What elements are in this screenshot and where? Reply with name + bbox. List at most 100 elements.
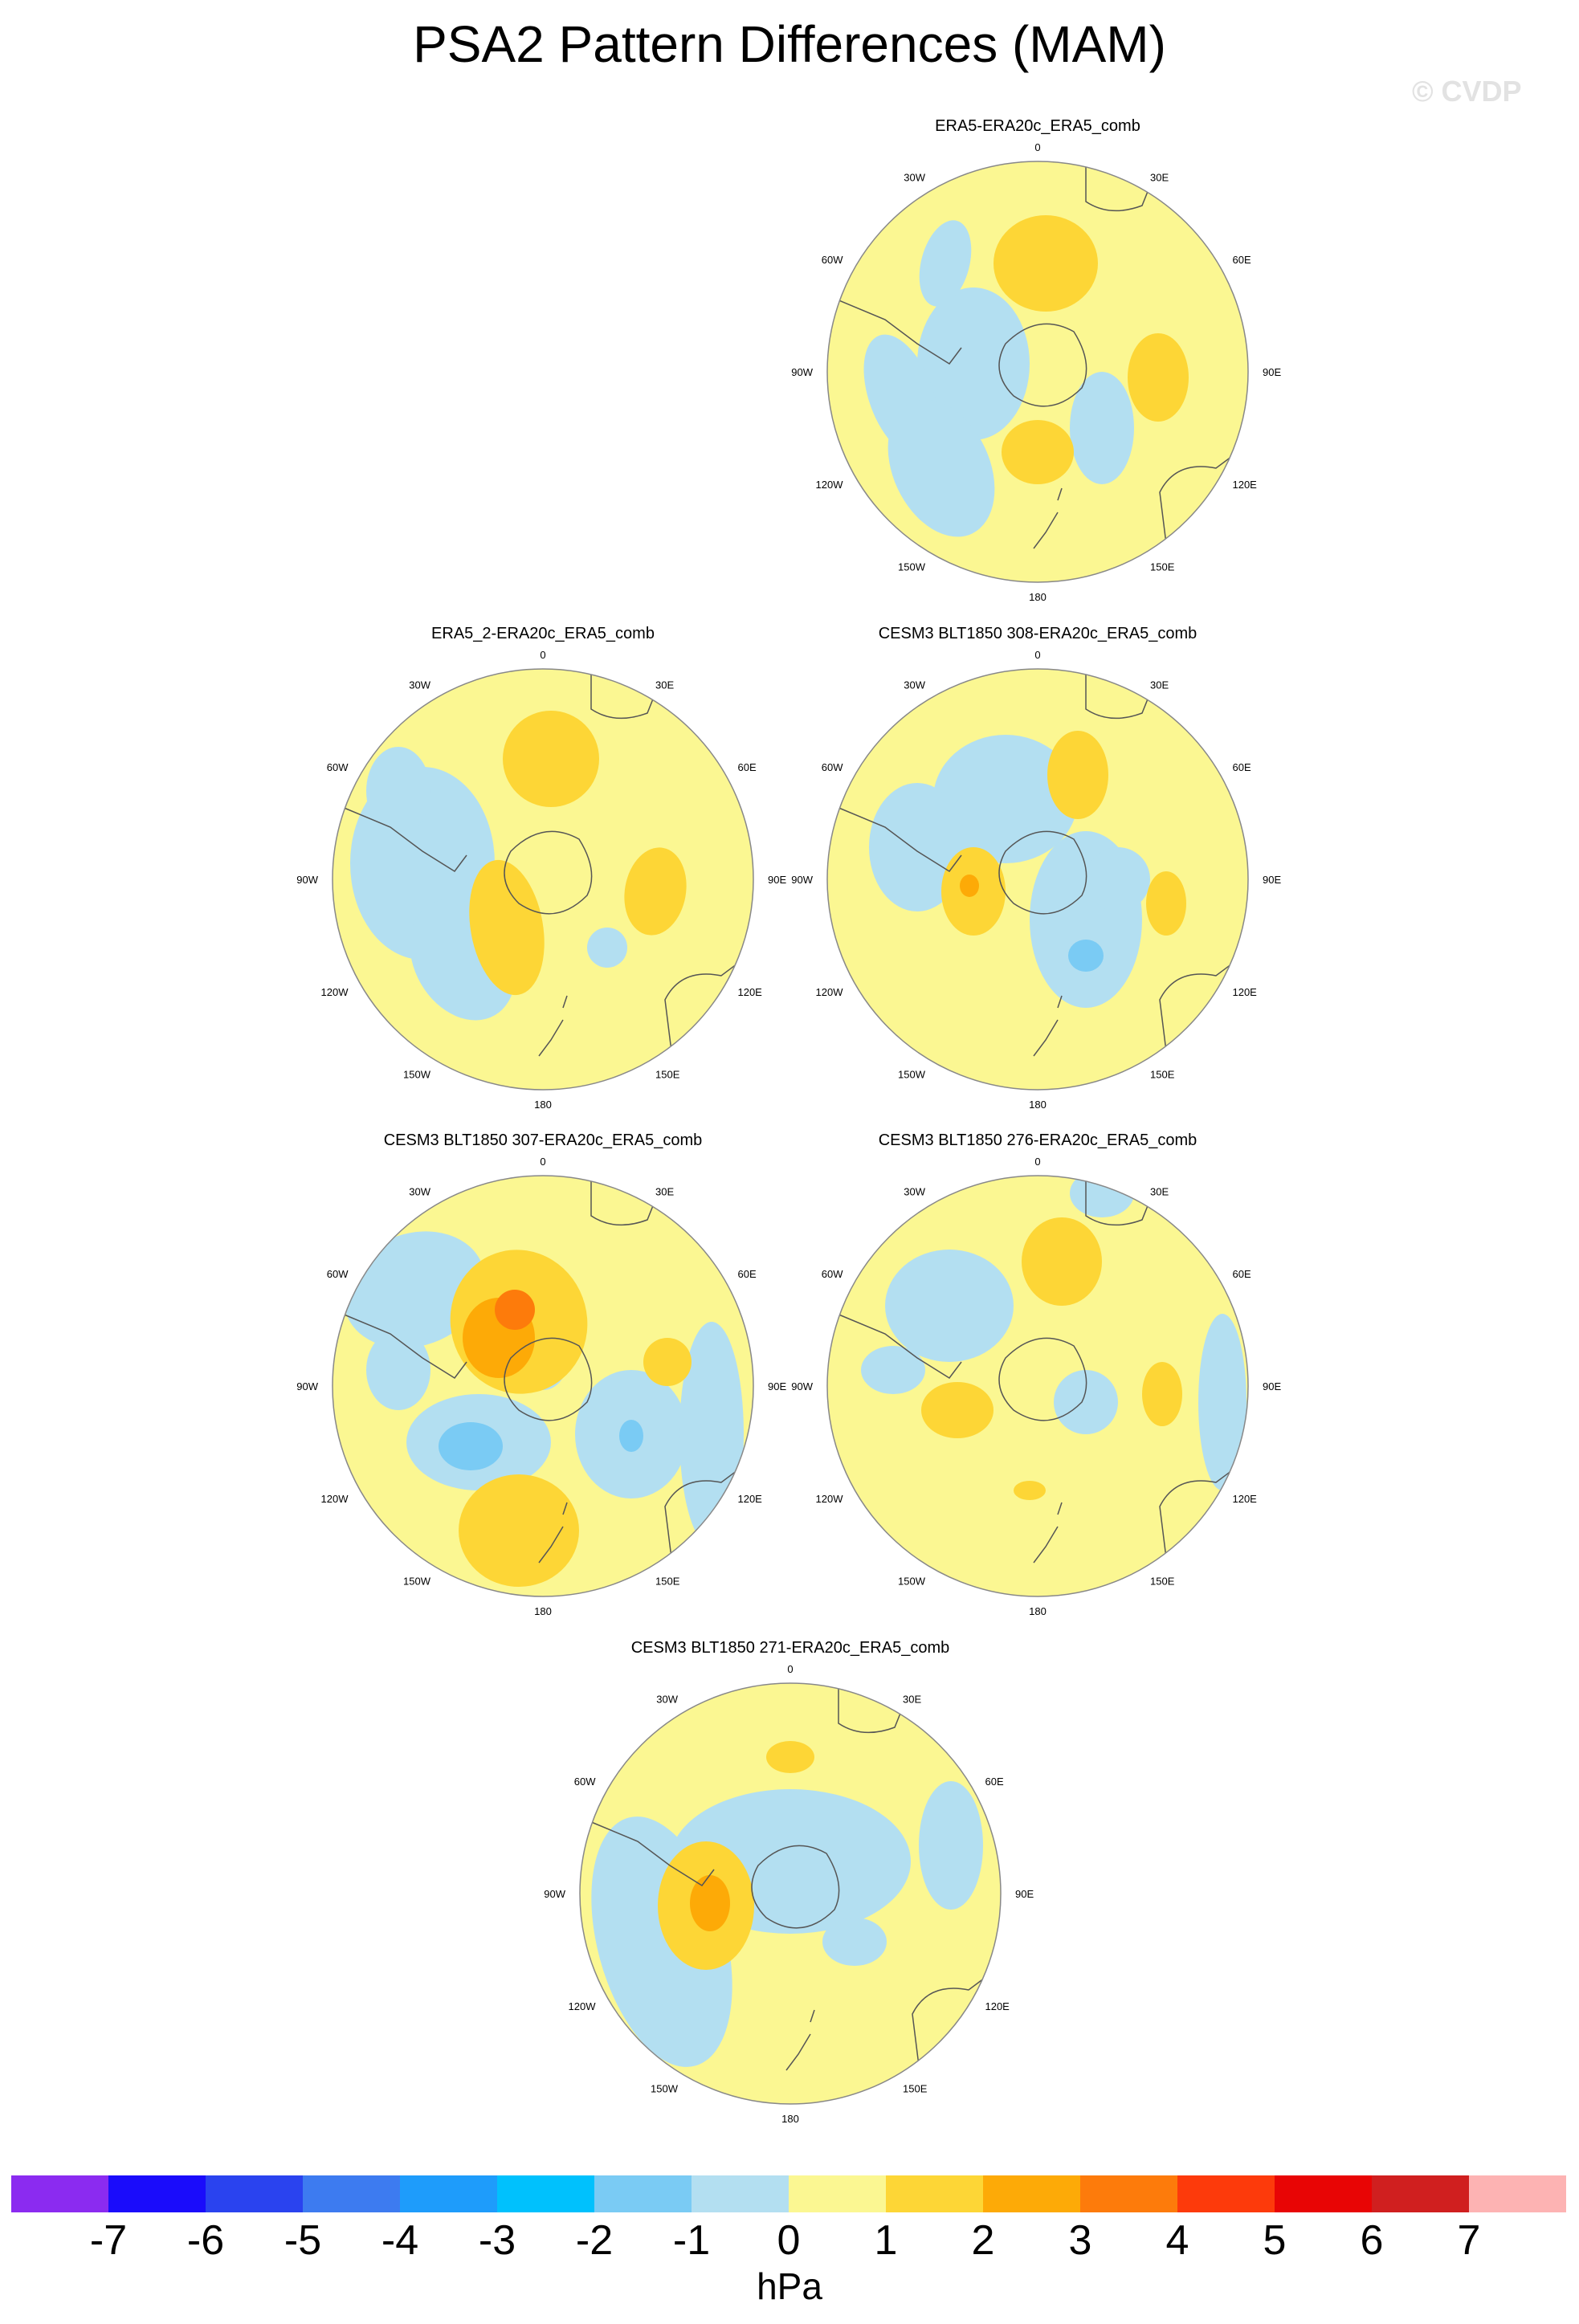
- map-boundary: [826, 161, 1249, 583]
- longitude-label: 90W: [791, 874, 813, 886]
- colorbar-box: [1177, 2175, 1275, 2212]
- contour-region: [861, 1346, 925, 1394]
- colorbar-box: [1275, 2175, 1372, 2212]
- contour-region: [921, 1382, 994, 1438]
- contour-region: [1146, 871, 1186, 936]
- longitude-label: 0: [540, 649, 545, 661]
- longitude-label: 30E: [655, 1186, 674, 1198]
- colorbar-tick-label: -5: [284, 2217, 322, 2264]
- longitude-label: 30W: [656, 1694, 678, 1706]
- longitude-label: 120W: [816, 479, 844, 491]
- australia-coastline: [1159, 443, 1248, 573]
- new-zealand-coastline: [785, 2009, 815, 2071]
- map-boundary: [579, 1682, 1002, 2105]
- longitude-label: 90W: [296, 1380, 318, 1392]
- contour-region: [1068, 940, 1104, 972]
- panel-title: ERA5-ERA20c_ERA5_comb: [935, 117, 1140, 135]
- longitude-label: 120E: [1232, 986, 1257, 998]
- longitude-label: 150W: [403, 1575, 431, 1587]
- contour-region: [459, 1474, 579, 1587]
- colorbar-tick-label: -6: [186, 2217, 225, 2264]
- map-panels: ERA5-ERA20c_ERA5_comb 0 30E 60E 90E 120E 150E 1…: [296, 117, 1281, 2125]
- contour-region: [1022, 1217, 1102, 1306]
- longitude-label: 120E: [1232, 1493, 1257, 1505]
- contour-region: [766, 1741, 814, 1773]
- colorbar-tick-label: 5: [1263, 2217, 1287, 2264]
- australia-coastline: [664, 1458, 753, 1588]
- longitude-label: 90W: [791, 1380, 813, 1392]
- australia-coastline: [912, 1965, 1001, 2095]
- longitude-label: 60W: [822, 1268, 843, 1280]
- longitude-label: 60W: [327, 1268, 349, 1280]
- contour-region: [917, 287, 1030, 440]
- longitude-label: 60E: [985, 1776, 1003, 1788]
- colorbar-box: [400, 2175, 497, 2212]
- longitude-label: 180: [534, 1099, 552, 1111]
- colorbar-box: [1372, 2175, 1469, 2212]
- longitude-label: 150E: [655, 1575, 680, 1587]
- longitude-label: 60E: [1232, 1268, 1251, 1280]
- contour-region: [1142, 1362, 1182, 1426]
- contour-region: [344, 1231, 485, 1348]
- panel-title: CESM3 BLT1850 271-ERA20c_ERA5_comb: [631, 1639, 950, 1657]
- colorbar-box: [789, 2175, 886, 2212]
- antarctica-coastline: [998, 1337, 1087, 1421]
- colorbar-box: [206, 2175, 303, 2212]
- contour-region: [1054, 1370, 1118, 1434]
- contour-region: [1014, 1481, 1046, 1500]
- contour-region: [885, 1250, 1014, 1362]
- longitude-label: 0: [1034, 649, 1040, 661]
- longitude-label: 150W: [898, 561, 926, 573]
- africa-coastline: [838, 1683, 912, 1734]
- contour-region: [690, 1875, 730, 1931]
- antarctica-coastline: [751, 1845, 840, 1929]
- longitude-label: 120W: [569, 2000, 597, 2012]
- longitude-label: 150E: [655, 1068, 680, 1080]
- new-zealand-coastline: [538, 1502, 568, 1564]
- longitude-label: 30E: [1150, 172, 1169, 184]
- longitude-label: 150W: [898, 1575, 926, 1587]
- contour-region: [1047, 731, 1108, 819]
- south-america-coastline: [341, 806, 467, 873]
- longitude-label: 180: [1029, 1099, 1047, 1111]
- longitude-label: 30W: [904, 172, 925, 184]
- colorbar-tick-label: -3: [478, 2217, 516, 2264]
- longitude-label: 30E: [655, 679, 674, 691]
- colorbar-tick-label: 0: [777, 2217, 801, 2264]
- contour-region: [822, 1918, 887, 1966]
- map-panel: CESM3 BLT1850 307-ERA20c_ERA5_comb 0 30E 60…: [296, 1131, 786, 1617]
- colorbar-tick-label: 7: [1457, 2217, 1481, 2264]
- colorbar-box: [497, 2175, 594, 2212]
- colorbar-tick-label: 3: [1068, 2217, 1092, 2264]
- longitude-label: 60W: [574, 1776, 596, 1788]
- longitude-label: 120E: [737, 1493, 762, 1505]
- colorbar-box: [1469, 2175, 1566, 2212]
- contour-region: [1002, 420, 1074, 484]
- longitude-label: 60E: [737, 1268, 756, 1280]
- new-zealand-coastline: [1033, 1502, 1063, 1564]
- longitude-label: 30W: [409, 679, 430, 691]
- colorbar-box: [1080, 2175, 1177, 2212]
- contour-region: [1128, 333, 1189, 422]
- africa-coastline: [1085, 161, 1159, 212]
- contour-region: [503, 711, 599, 807]
- contour-region: [919, 220, 972, 307]
- longitude-label: 120W: [321, 1493, 349, 1505]
- antarctica-coastline: [998, 830, 1087, 915]
- australia-coastline: [1159, 1458, 1248, 1588]
- longitude-label: 60W: [822, 761, 843, 773]
- colorbar-box: [594, 2175, 692, 2212]
- longitude-label: 90W: [544, 1888, 565, 1900]
- longitude-label: 60E: [1232, 254, 1251, 266]
- longitude-label: 30E: [1150, 679, 1169, 691]
- colorbar-tick-label: 4: [1165, 2217, 1189, 2264]
- longitude-label: 150E: [1150, 1068, 1175, 1080]
- panel-title: CESM3 BLT1850 308-ERA20c_ERA5_comb: [879, 625, 1198, 642]
- new-zealand-coastline: [538, 995, 568, 1057]
- map-boundary: [332, 1175, 754, 1597]
- south-america-coastline: [836, 1313, 962, 1380]
- longitude-label: 30E: [903, 1694, 921, 1706]
- longitude-label: 90E: [768, 1380, 786, 1392]
- contour-region: [469, 859, 545, 996]
- colorbar-tick-label: -2: [575, 2217, 614, 2264]
